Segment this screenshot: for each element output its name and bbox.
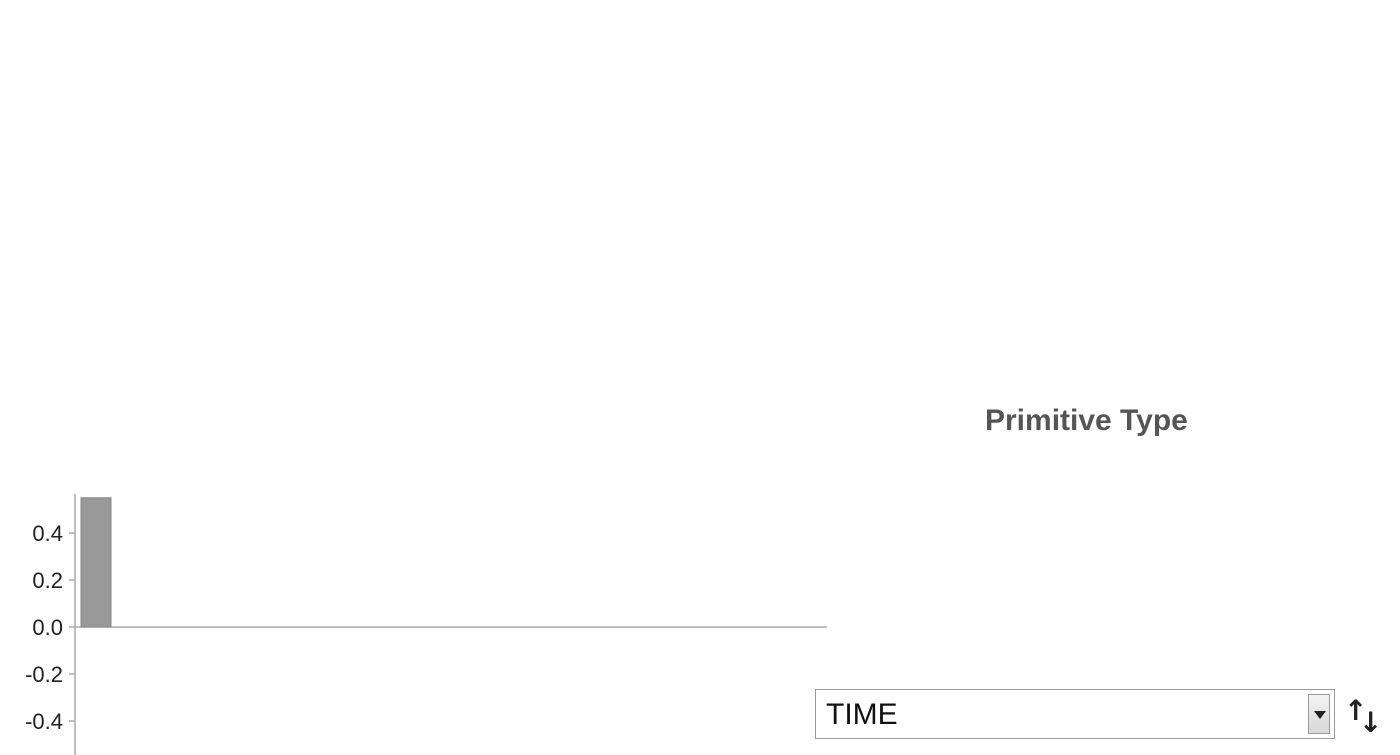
y-axis: 0.4 0.2 0.0 -0.2 -0.4 [25,494,827,755]
bar[interactable] [80,497,112,628]
legend-title: Primitive Type [985,404,1188,437]
y-tick-label: -0.2 [25,662,63,687]
bars [80,497,112,628]
y-tick-label: 0.4 [32,521,63,546]
sort-down-arrow: ↓ [1359,706,1383,739]
y-tick-label: -0.4 [25,709,63,734]
metric-select[interactable]: TIME [815,689,1335,739]
legend: Primitive Type [985,404,1188,437]
sort-toggle-icon[interactable]: ↑ ↓ [1342,694,1383,739]
sort-up-arrow: ↑ [1344,694,1368,727]
y-tick-label: 0.2 [32,568,63,593]
metric-select-value: TIME [826,698,898,731]
y-tick-label: 0.0 [32,615,63,640]
chevron-down-icon[interactable] [1308,694,1330,734]
